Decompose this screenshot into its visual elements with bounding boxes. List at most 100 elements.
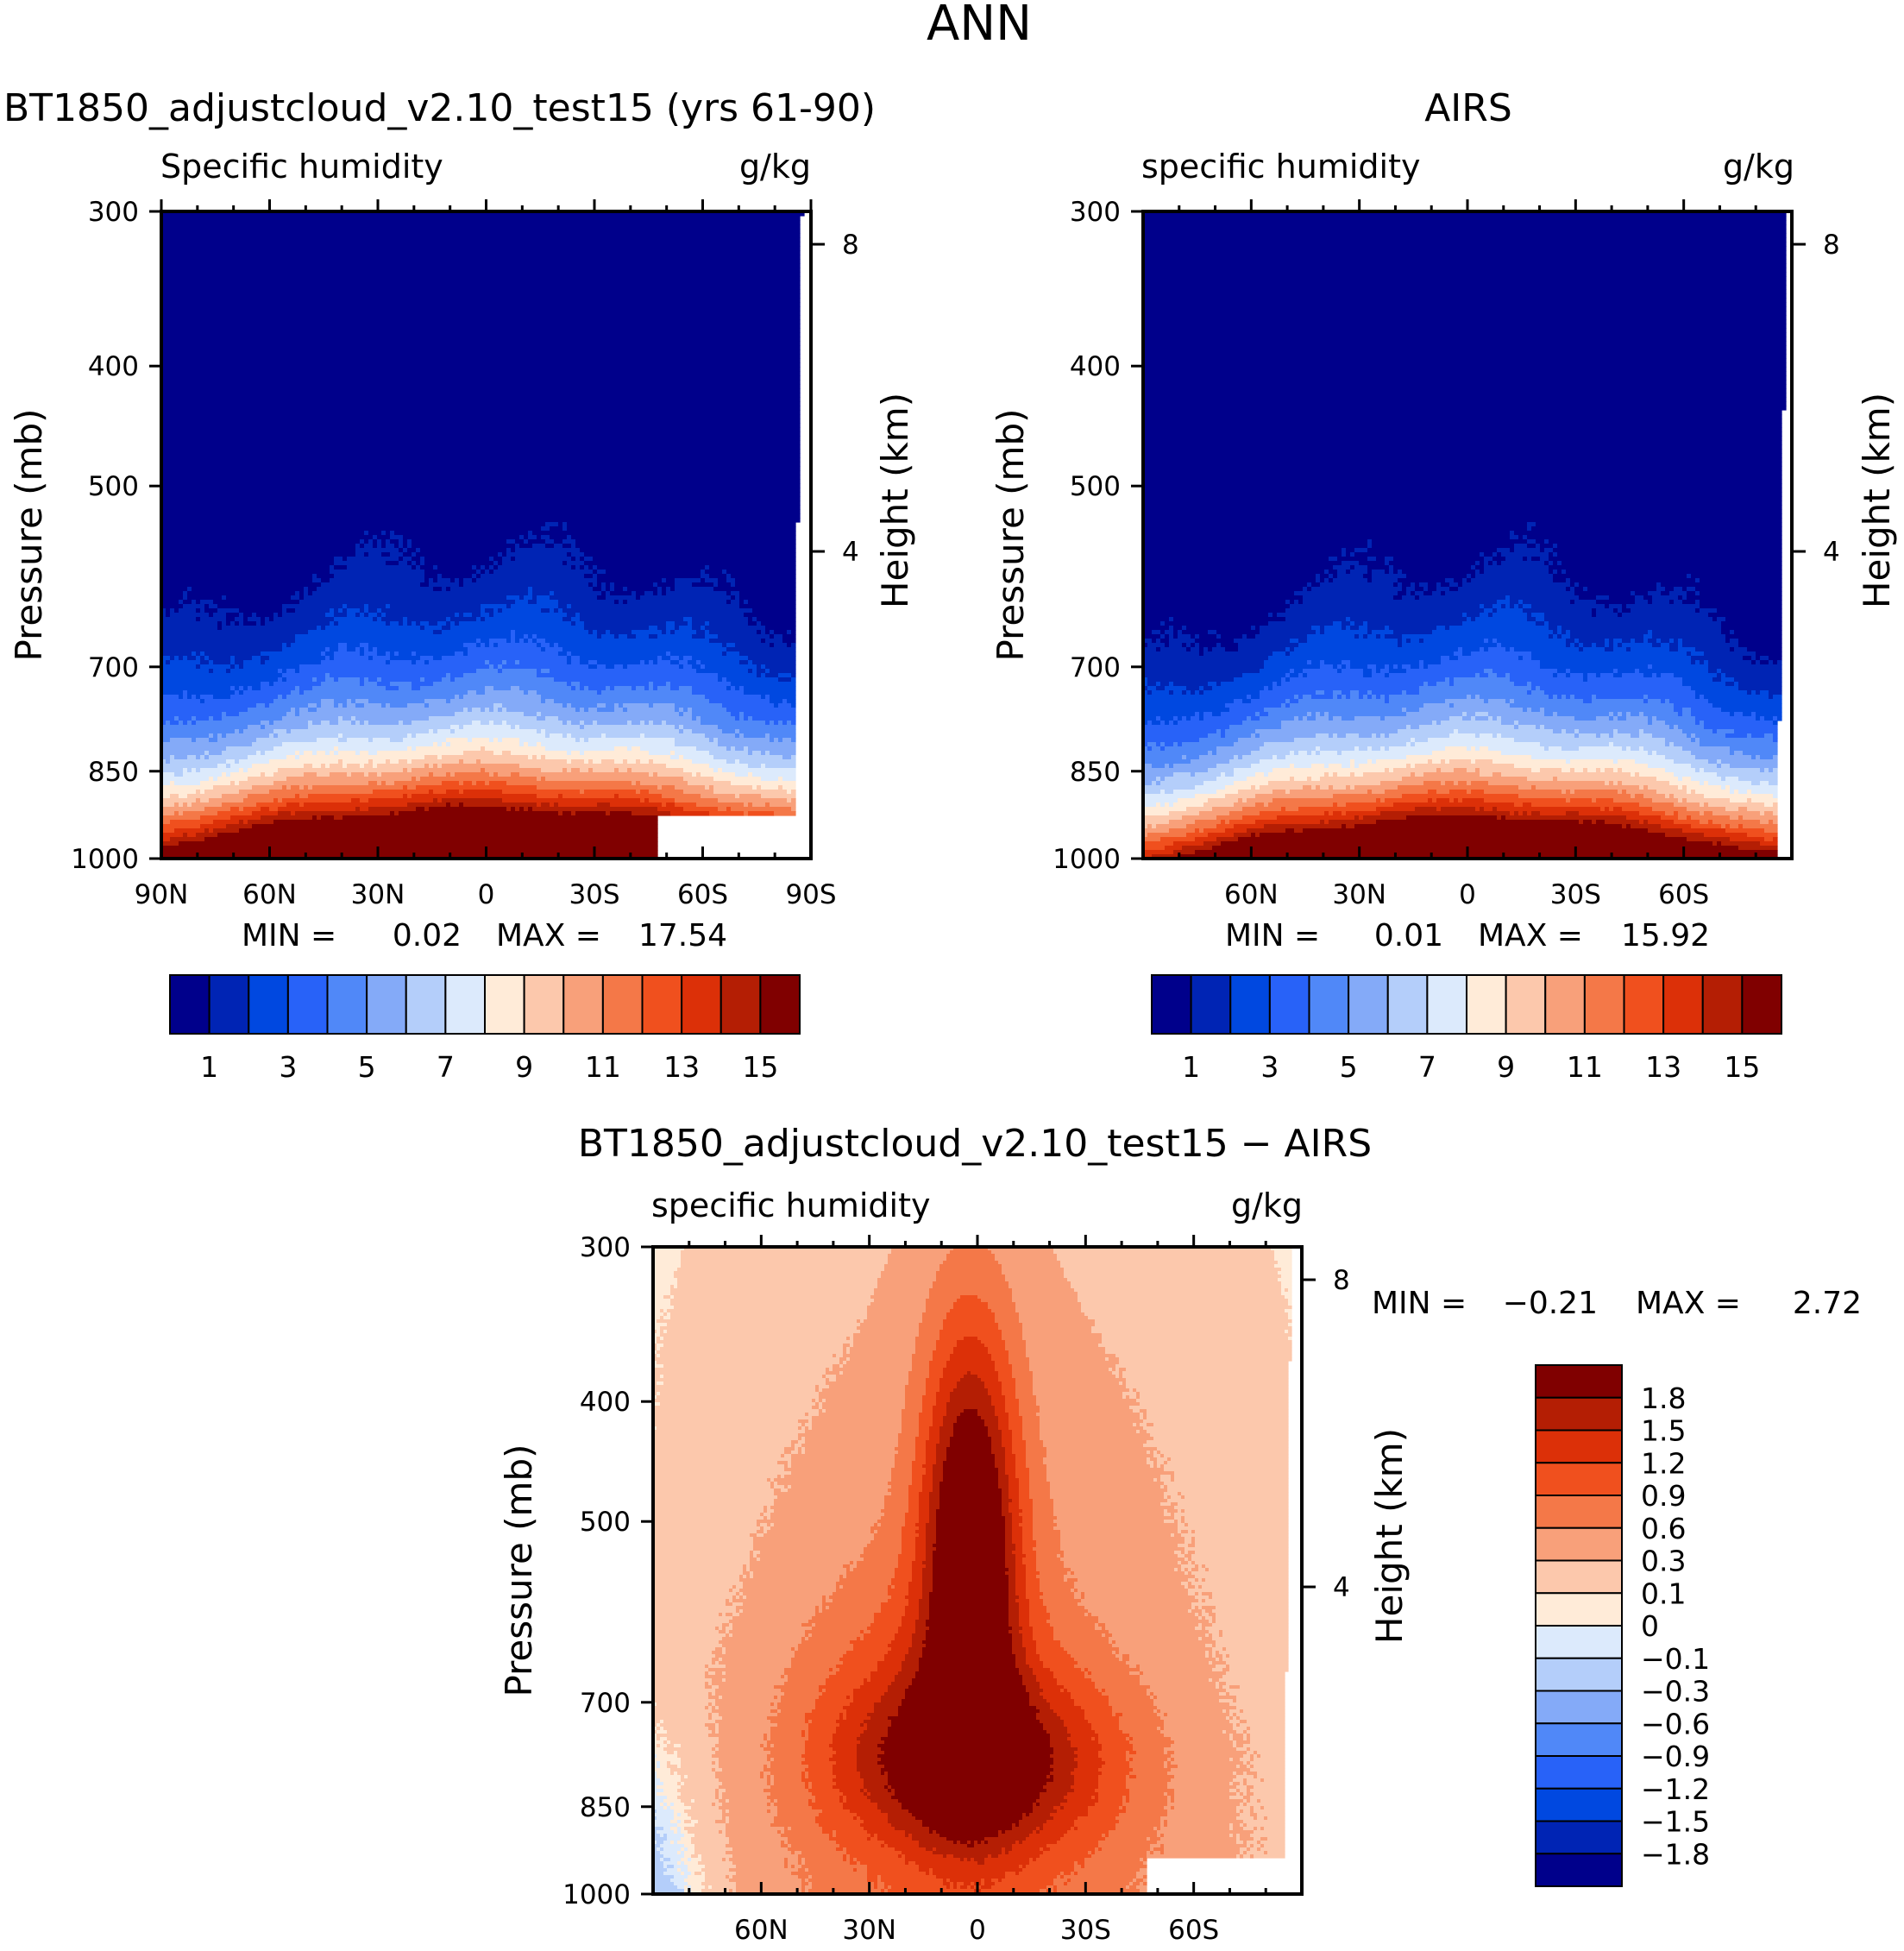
- contour-fill: [1557, 544, 1782, 549]
- contour-fill: [1652, 673, 1657, 678]
- contour-fill: [1095, 1319, 1292, 1324]
- contour-fill: [1071, 1568, 1175, 1572]
- contour-fill: [1622, 639, 1631, 644]
- contour-fill: [1160, 1502, 1172, 1507]
- contour-fill: [1605, 820, 1640, 825]
- contour-fill: [1492, 759, 1567, 765]
- contour-fill: [753, 1537, 875, 1541]
- contour-fill: [1143, 768, 1209, 773]
- contour-fill: [252, 811, 279, 816]
- contour-fill: [1091, 1326, 1292, 1331]
- contour-fill: [644, 660, 650, 665]
- contour-fill: [1661, 673, 1675, 678]
- contour-fill: [450, 742, 520, 747]
- contour-fill: [390, 759, 399, 765]
- contour-fill: [791, 1444, 795, 1448]
- contour-fill: [943, 1375, 965, 1379]
- contour-fill: [390, 703, 408, 708]
- contour-fill: [420, 557, 425, 562]
- contour-fill: [660, 1375, 664, 1379]
- contour-fill: [1281, 725, 1407, 730]
- contour-fill: [761, 639, 766, 644]
- contour-fill: [390, 604, 481, 609]
- contour-fill: [805, 1451, 899, 1455]
- contour-fill: [660, 1330, 664, 1334]
- contour-fill: [1557, 626, 1562, 631]
- contour-fill: [1380, 634, 1386, 639]
- contour-fill: [567, 522, 796, 527]
- contour-fill: [235, 759, 240, 765]
- contour-fill: [750, 1564, 844, 1569]
- contour-fill: [1203, 690, 1260, 695]
- contour-fill: [217, 738, 257, 743]
- contour-fill: [364, 604, 369, 609]
- contour-fill: [222, 621, 227, 626]
- contour-fill: [1359, 561, 1386, 566]
- contour-fill: [502, 721, 507, 726]
- contour-fill: [936, 1520, 1006, 1524]
- contour-fill: [1015, 1457, 1027, 1462]
- contour-fill: [1015, 1464, 1027, 1469]
- contour-fill: [1510, 811, 1515, 816]
- contour-fill: [291, 690, 300, 695]
- contour-fill: [360, 539, 365, 544]
- contour-fill: [1730, 746, 1778, 752]
- contour-fill: [261, 651, 322, 657]
- contour-fill: [364, 764, 374, 769]
- contour-fill: [515, 639, 520, 644]
- contour-fill: [1251, 699, 1286, 704]
- contour-fill: [1290, 639, 1299, 644]
- contour-fill: [1050, 1485, 1161, 1489]
- contour-fill: [746, 1575, 751, 1579]
- contour-fill: [936, 1278, 1006, 1282]
- contour-fill: [317, 738, 339, 743]
- contour-fill: [705, 626, 766, 631]
- contour-fill: [304, 751, 313, 756]
- contour-fill: [166, 660, 171, 665]
- contour-fill: [515, 634, 525, 639]
- contour-fill: [765, 664, 796, 670]
- contour-fill: [748, 746, 796, 752]
- contour-fill: [1484, 604, 1493, 609]
- contour-fill: [399, 811, 559, 816]
- contour-fill: [1372, 630, 1394, 635]
- contour-fill: [1734, 729, 1778, 734]
- contour-fill: [1122, 1375, 1289, 1379]
- contour-fill: [739, 716, 745, 721]
- contour-fill: [936, 1540, 1006, 1545]
- contour-fill: [468, 690, 477, 695]
- contour-fill: [269, 703, 309, 708]
- contour-fill: [770, 630, 775, 635]
- contour-fill: [1164, 1495, 1168, 1500]
- contour-fill: [1337, 570, 1347, 575]
- contour-fill: [1350, 759, 1355, 765]
- contour-fill: [1046, 1475, 1161, 1479]
- contour-fill: [1005, 1274, 1065, 1279]
- contour-fill: [282, 798, 352, 803]
- contour-fill: [1398, 639, 1403, 644]
- contour-fill: [761, 794, 796, 799]
- contour-fill: [1342, 548, 1347, 553]
- contour-fill: [1272, 651, 1286, 657]
- contour-fill: [1549, 621, 1722, 626]
- contour-fill: [1203, 841, 1222, 846]
- colorbar-box: [1426, 974, 1467, 1035]
- contour-fill: [468, 708, 473, 713]
- contour-fill: [960, 1378, 982, 1382]
- contour-fill: [1019, 1399, 1037, 1403]
- contour-fill: [381, 781, 386, 786]
- contour-fill: [1764, 811, 1774, 816]
- contour-fill: [1143, 237, 1787, 242]
- contour-fill: [554, 643, 559, 648]
- contour-fill: [537, 777, 542, 782]
- contour-fill: [1060, 1261, 1279, 1265]
- contour-fill: [1182, 846, 1213, 851]
- contour-fill: [1140, 1392, 1289, 1396]
- contour-fill: [174, 802, 179, 808]
- contour-fill: [1743, 712, 1752, 717]
- contour-fill: [321, 764, 326, 769]
- contour-fill: [1652, 716, 1657, 721]
- contour-fill: [537, 802, 542, 808]
- contour-fill: [1143, 311, 1787, 316]
- contour-fill: [791, 703, 796, 708]
